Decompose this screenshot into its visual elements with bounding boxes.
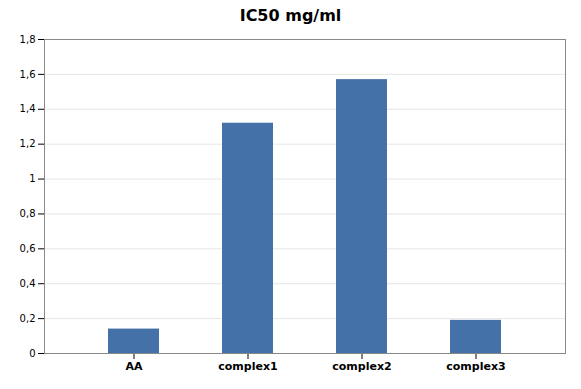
svg-text:1,2: 1,2 bbox=[20, 138, 36, 149]
svg-text:0: 0 bbox=[29, 348, 35, 359]
svg-text:0,8: 0,8 bbox=[20, 208, 36, 219]
svg-text:0,2: 0,2 bbox=[20, 313, 36, 324]
html-text:IC50 mg/ml: IC50 mg/ml bbox=[239, 6, 342, 25]
svg-text:1,6: 1,6 bbox=[20, 69, 36, 80]
svg-text:complex3: complex3 bbox=[446, 360, 505, 373]
svg-text:1,4: 1,4 bbox=[20, 103, 36, 114]
svg-text:0,6: 0,6 bbox=[20, 243, 36, 254]
svg-text:1: 1 bbox=[29, 173, 35, 184]
svg-text:complex2: complex2 bbox=[332, 360, 391, 373]
svg-text:0,4: 0,4 bbox=[20, 278, 36, 289]
svg-text:1,8: 1,8 bbox=[20, 34, 36, 45]
svg-text:AA: AA bbox=[125, 360, 143, 373]
svg-text:complex1: complex1 bbox=[218, 360, 277, 373]
